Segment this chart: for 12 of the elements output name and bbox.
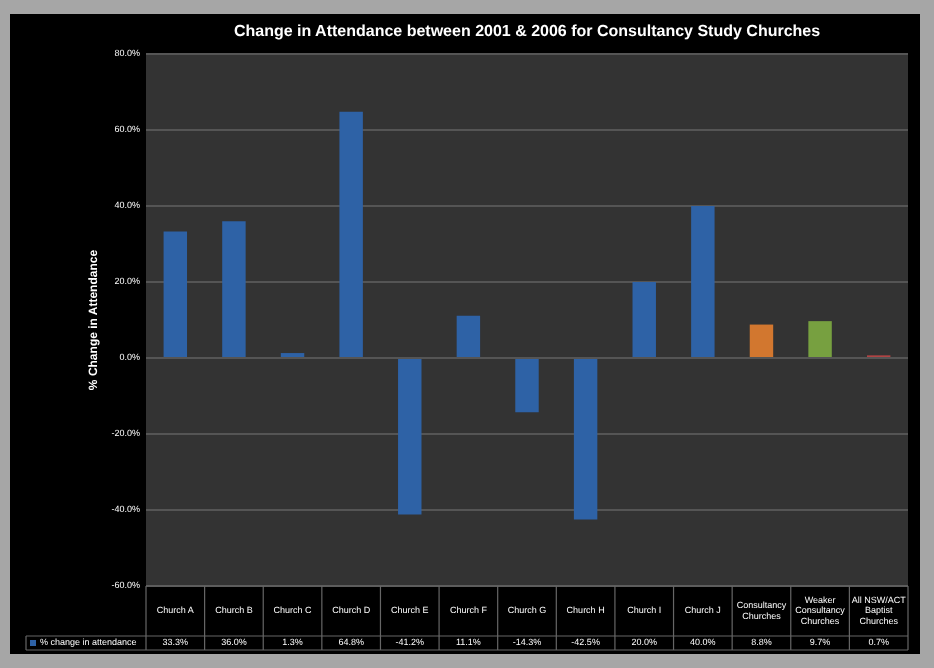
bar xyxy=(456,315,481,357)
bar xyxy=(749,324,774,357)
bar xyxy=(573,359,598,520)
bar xyxy=(515,359,539,413)
bar xyxy=(691,206,715,357)
bar xyxy=(339,111,363,357)
bar xyxy=(808,321,832,357)
bar xyxy=(163,231,188,357)
bar xyxy=(632,282,656,357)
bar xyxy=(222,221,246,357)
bar xyxy=(398,359,422,515)
chart-title: Change in Attendance between 2001 & 2006 for Consultancy Study Churches xyxy=(233,22,822,41)
